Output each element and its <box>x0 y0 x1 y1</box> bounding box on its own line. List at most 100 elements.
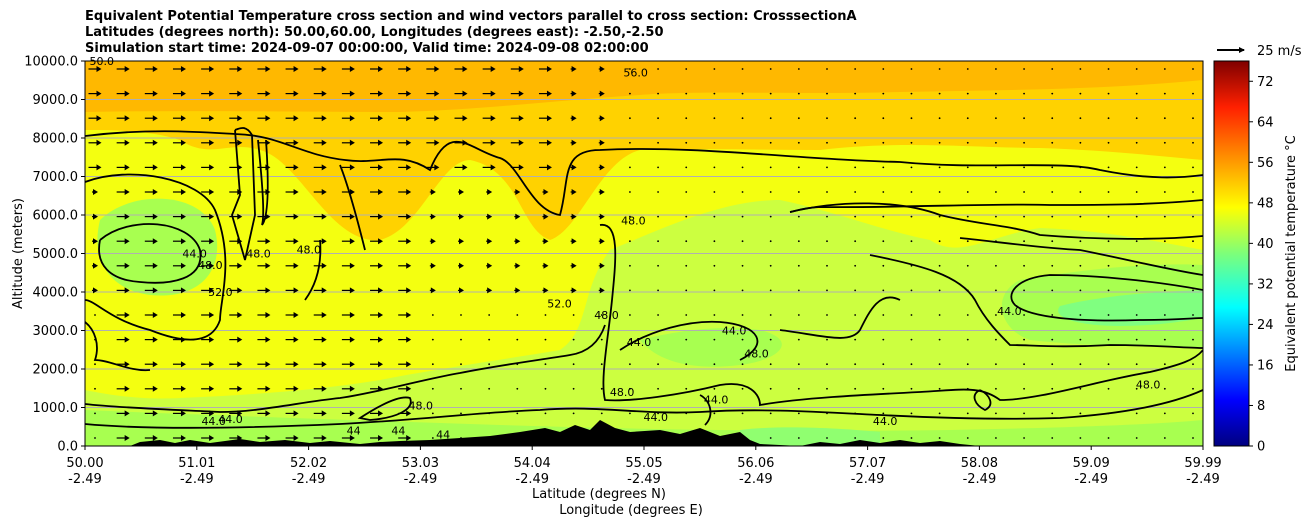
wind-vector <box>882 412 885 415</box>
wind-vector-head <box>209 189 215 195</box>
wind-vector-head <box>349 410 355 417</box>
wind-vector-head <box>543 238 549 245</box>
wind-vector <box>629 314 631 316</box>
wind-vector-head <box>543 213 549 220</box>
y-axis: 0.0 1000.0 2000.0 3000.0 4000.0 5000.0 6000.0 7… <box>24 55 85 455</box>
contour-labels: 50.056.044.048.052.048.0 48.048.052.048.0… <box>90 55 1161 441</box>
contour-line <box>699 394 712 426</box>
wind-vector-head <box>459 189 464 195</box>
wind-vector <box>769 437 772 439</box>
wind-vector <box>1192 338 1194 341</box>
wind-vector <box>1023 387 1025 390</box>
wind-vector <box>938 215 941 218</box>
wind-vector <box>1192 264 1194 267</box>
wind-vector <box>882 215 885 218</box>
wind-vector-head <box>209 336 215 343</box>
quiver-key-label: 25 m/s <box>1257 44 1302 59</box>
wind-vector-head <box>180 90 186 97</box>
chart-title-line3: Simulation start time: 2024-09-07 00:00:… <box>85 41 649 56</box>
wind-vector <box>1023 289 1025 292</box>
wind-vector <box>1023 412 1025 415</box>
wind-vector-head <box>180 139 186 146</box>
wind-vector <box>685 314 688 316</box>
x-tick-label-lon: -2.49 <box>963 472 997 487</box>
y-tick-label: 10000.0 <box>24 55 78 70</box>
wind-vector-head <box>209 115 215 122</box>
y-tick-label: 5000.0 <box>33 247 79 262</box>
contour-line <box>339 164 366 251</box>
wind-vector <box>741 387 744 390</box>
wind-vector <box>657 264 659 267</box>
wind-vector <box>629 141 631 144</box>
wind-vector-head <box>518 66 524 72</box>
wind-vector <box>1192 92 1194 95</box>
wind-vector <box>657 141 659 144</box>
wind-vector <box>882 166 885 169</box>
wind-vector-head <box>124 115 130 122</box>
wind-vector <box>1079 264 1082 267</box>
wind-vector <box>938 240 941 243</box>
wind-vector <box>910 92 913 95</box>
wind-vector-head <box>378 139 384 146</box>
wind-vector-head <box>237 189 243 195</box>
wind-vector <box>1107 264 1110 267</box>
wind-vector <box>685 191 688 193</box>
wind-vector <box>882 363 885 366</box>
wind-vector <box>629 215 631 218</box>
wind-vector <box>1051 363 1054 366</box>
wind-vector <box>600 387 603 390</box>
wind-vector <box>1079 387 1082 390</box>
wind-vector-head <box>152 385 158 392</box>
wind-vector-head <box>321 90 327 97</box>
wind-vector <box>488 412 491 415</box>
wind-vector-head <box>293 139 299 146</box>
wind-vector-head <box>546 90 552 97</box>
wind-vector-head <box>180 164 186 171</box>
wind-vector-head <box>237 90 243 97</box>
wind-vector-head <box>124 213 130 220</box>
wind-vector <box>685 141 688 144</box>
wind-vector-head <box>406 361 412 368</box>
wind-vector-head <box>265 287 271 294</box>
wind-vector-head <box>321 361 327 368</box>
wind-vector-head <box>124 287 130 294</box>
contour-label: 44 <box>391 424 405 437</box>
contour-label: 48.0 <box>594 309 619 322</box>
terrain-silhouette <box>85 420 1203 446</box>
wind-vector <box>713 92 716 95</box>
wind-vector-head <box>96 115 102 122</box>
wind-vector-head <box>152 435 158 441</box>
wind-vector-head <box>124 262 130 269</box>
wind-vector <box>1107 141 1110 144</box>
wind-vector <box>882 240 885 243</box>
field-patch-green-6 <box>740 427 880 446</box>
wind-vector-head <box>378 435 384 441</box>
wind-vector-head <box>237 410 243 417</box>
contour-line <box>779 296 901 339</box>
wind-vector <box>488 437 491 439</box>
contour-label: 48.0 <box>297 244 322 257</box>
x-tick-label-lat: 50.00 <box>66 456 103 471</box>
wind-vector <box>741 363 744 366</box>
wind-vector <box>938 363 941 366</box>
wind-vector-head <box>321 189 327 195</box>
wind-vector <box>966 264 969 267</box>
wind-vector-head <box>124 361 130 368</box>
wind-vector <box>995 289 997 292</box>
contour-label: 44 <box>347 424 361 437</box>
wind-vector-head <box>406 287 412 294</box>
wind-vector-head <box>599 262 605 269</box>
wind-vector-head <box>546 164 552 171</box>
wind-vector <box>1163 387 1166 390</box>
wind-vector <box>854 387 857 390</box>
wind-vector-head <box>237 435 243 441</box>
wind-vector <box>938 141 941 144</box>
wind-vector-head <box>293 435 299 441</box>
wind-vector <box>1023 68 1025 70</box>
wind-vector <box>1107 289 1110 292</box>
wind-vector <box>769 264 772 267</box>
wind-vector <box>1163 314 1166 316</box>
wind-vector-head <box>434 139 440 146</box>
colorbar-tick-label: 40 <box>1257 237 1274 252</box>
contour-label: 44.0 <box>201 415 226 428</box>
